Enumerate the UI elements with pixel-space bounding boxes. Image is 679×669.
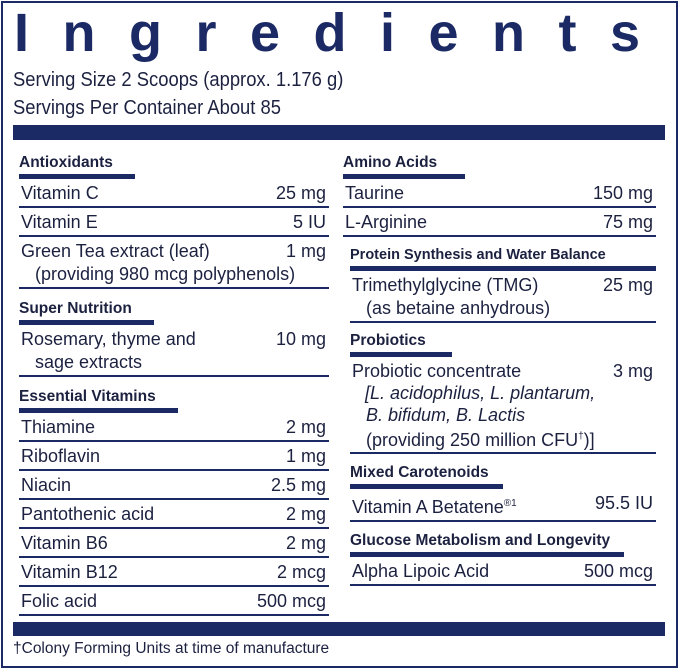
ingredient-amount: 95.5 IU [594, 493, 653, 513]
ingredient-row: Vitamin B12 2 mcg [19, 558, 329, 587]
ingredient-detail: (providing 250 million CFU†)] [352, 426, 653, 451]
cfu-text: (providing 250 million CFU [366, 430, 579, 450]
footnote: †Colony Forming Units at time of manufac… [13, 640, 330, 657]
registered-mark: ®1 [503, 498, 517, 509]
ingredient-row: Trimethylglycine (TMG) 25 mg (as betaine … [350, 271, 656, 323]
ingredient-row: Green Tea extract (leaf) 1 mg (providing … [19, 237, 329, 289]
ingredient-name: L-Arginine [345, 212, 428, 232]
page-title: Ingredients [14, 3, 674, 63]
ingredient-row: Vitamin C 25 mg [19, 179, 329, 208]
ingredient-name: Vitamin E [21, 212, 98, 232]
ingredient-amount: 2 mcg [276, 562, 326, 582]
ingredient-row: L-Arginine 75 mg [343, 208, 656, 237]
ingredient-name: Pantothenic acid [21, 504, 155, 524]
right-column: Amino Acids Taurine 150 mg L-Arginine 75 m… [343, 153, 656, 586]
ingredient-row: Probiotic concentrate 3 mg [L. acidophilu… [350, 357, 656, 454]
section-header-protein-synthesis: Protein Synthesis and Water Balance [350, 245, 656, 271]
ingredient-row: Rosemary, thyme and 10 mg sage extracts [19, 325, 329, 377]
ingredient-amount: 10 mg [275, 329, 326, 349]
ingredient-amount: 500 mcg [256, 591, 326, 611]
bottom-divider-bar [13, 622, 665, 636]
ingredient-detail: sage extracts [35, 352, 143, 372]
ingredient-amount: 75 mg [602, 212, 653, 232]
ingredient-detail: [L. acidophilus, L. plantarum, [365, 383, 596, 403]
ingredient-row: Pantothenic acid 2 mg [19, 500, 329, 529]
ingredient-name-text: Vitamin A Betatene [352, 497, 504, 517]
ingredient-name: Folic acid [21, 591, 98, 611]
ingredient-name: Trimethylglycine (TMG) [352, 275, 539, 295]
section-header-probiotics: Probiotics [350, 331, 452, 357]
ingredient-amount: 25 mg [602, 275, 653, 295]
ingredient-name: Vitamin A Betatene®1 [352, 492, 517, 519]
ingredient-name: Riboflavin [21, 446, 101, 466]
ingredient-detail: (providing 980 mcg polyphenols) [35, 264, 296, 284]
ingredient-row: Niacin 2.5 mg [19, 471, 329, 500]
section-header-amino-acids: Amino Acids [343, 153, 466, 179]
ingredient-amount: 5 IU [292, 212, 326, 232]
section-header-super-nutrition: Super Nutrition [19, 299, 154, 325]
ingredient-row: Alpha Lipoic Acid 500 mcg [350, 557, 656, 586]
ingredient-amount: 150 mg [592, 183, 653, 203]
section-header-essential-vitamins: Essential Vitamins [19, 387, 178, 413]
ingredient-row: Vitamin E 5 IU [19, 208, 329, 237]
ingredient-amount: 500 mcg [583, 561, 653, 581]
dagger-mark: † [578, 431, 584, 442]
section-header-antioxidants: Antioxidants [19, 153, 135, 179]
ingredient-name: Alpha Lipoic Acid [352, 561, 490, 581]
ingredient-detail: B. bifidum, B. Lactis [366, 405, 526, 425]
top-divider-bar [13, 125, 665, 140]
ingredient-name: Taurine [345, 183, 405, 203]
ingredient-amount: 2 mg [285, 504, 326, 524]
servings-per-container: Servings Per Container About 85 [13, 97, 281, 119]
ingredient-amount: 2.5 mg [270, 475, 326, 495]
ingredient-name: Vitamin B12 [21, 562, 118, 582]
ingredient-amount: 25 mg [275, 183, 326, 203]
ingredient-name: Niacin [21, 475, 72, 495]
ingredient-name: Vitamin C [21, 183, 99, 203]
left-column: Antioxidants Vitamin C 25 mg Vitamin E 5 I… [19, 153, 329, 616]
ingredient-name: Vitamin B6 [21, 533, 108, 553]
ingredient-amount: 3 mg [612, 361, 653, 381]
section-header-glucose-metabolism: Glucose Metabolism and Longevity [350, 531, 625, 557]
section-header-mixed-carotenoids: Mixed Carotenoids [350, 463, 503, 489]
ingredient-name: Thiamine [21, 417, 96, 437]
ingredient-amount: 2 mg [285, 417, 326, 437]
ingredient-row: Thiamine 2 mg [19, 413, 329, 442]
ingredient-detail: (as betaine anhydrous) [366, 298, 551, 318]
ingredient-name: Green Tea extract (leaf) [21, 241, 210, 261]
cfu-text-end: )] [583, 430, 595, 450]
ingredient-name: Rosemary, thyme and [21, 329, 196, 349]
ingredient-amount: 1 mg [285, 241, 326, 261]
ingredient-name: Probiotic concentrate [352, 361, 522, 381]
ingredient-amount: 2 mg [285, 533, 326, 553]
ingredient-row: Vitamin B6 2 mg [19, 529, 329, 558]
ingredient-row: Folic acid 500 mcg [19, 587, 329, 616]
ingredient-row: Taurine 150 mg [343, 179, 656, 208]
ingredient-row: Riboflavin 1 mg [19, 442, 329, 471]
ingredient-amount: 1 mg [285, 446, 326, 466]
ingredient-row: Vitamin A Betatene®1 95.5 IU [350, 489, 656, 522]
serving-size: Serving Size 2 Scoops (approx. 1.176 g) [13, 69, 344, 91]
